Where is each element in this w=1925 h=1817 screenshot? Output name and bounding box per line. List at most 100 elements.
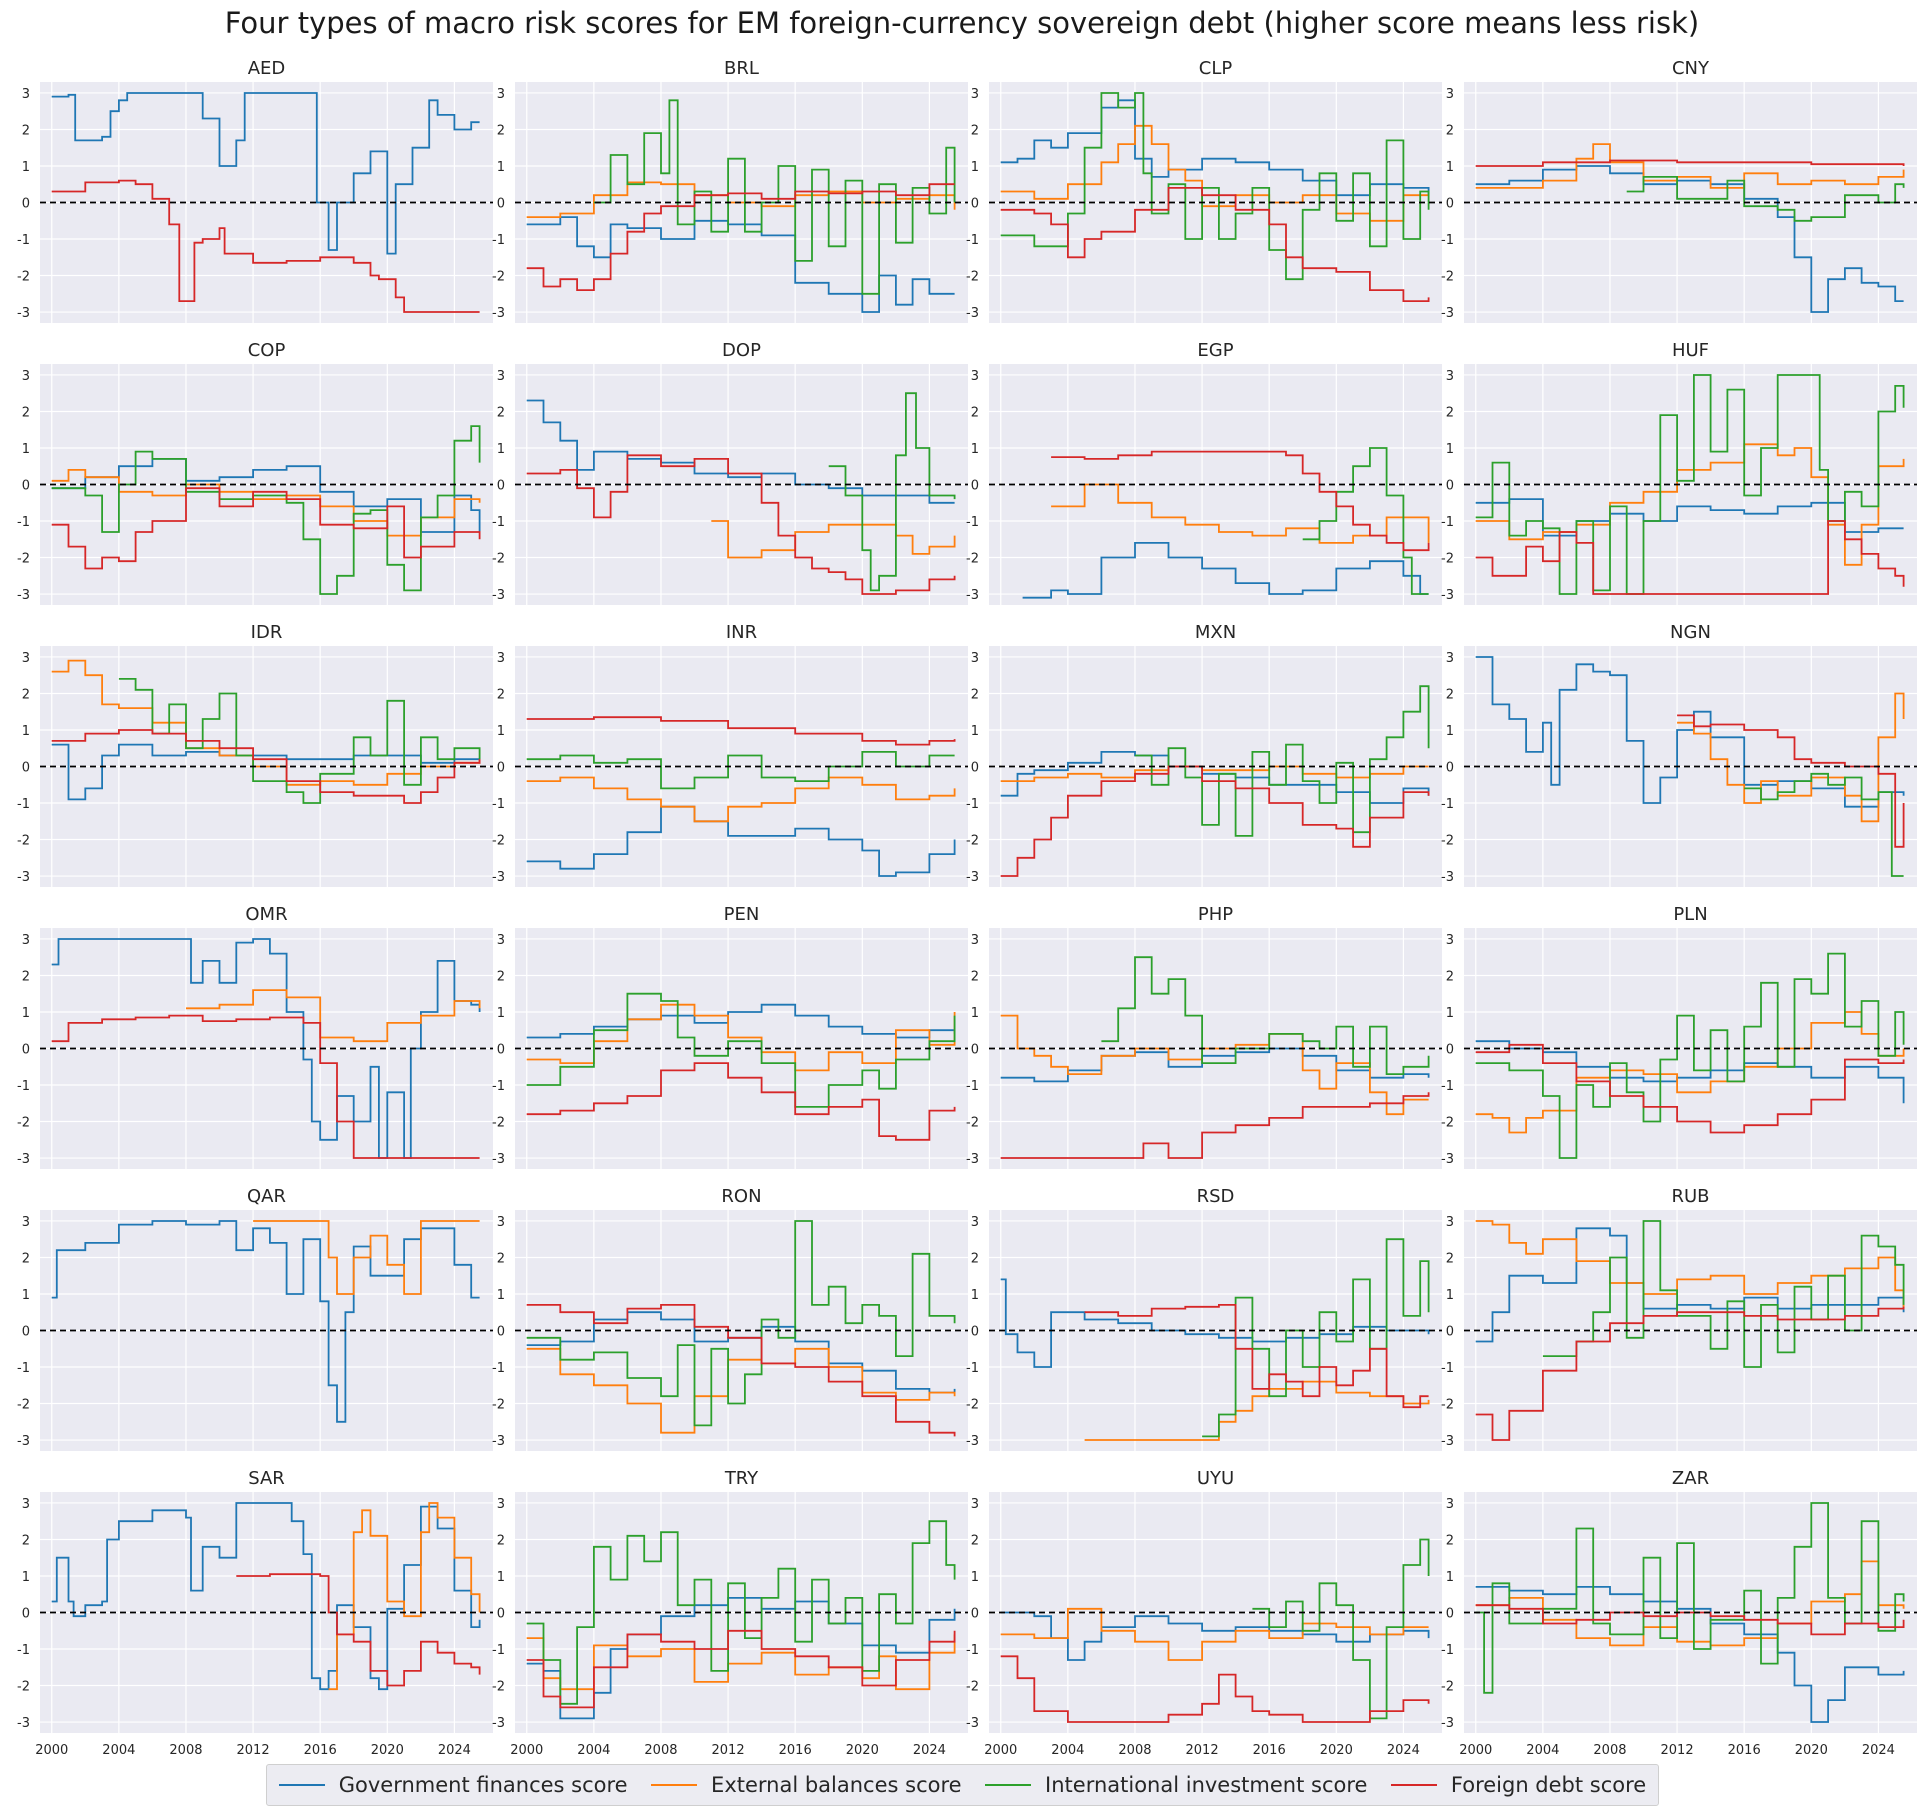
series-group (1000, 956, 1430, 1159)
series-group (1475, 1502, 1905, 1723)
panel-uyu: UYU -3 -2 -1 0 1 2 3 2000 2004 2008 2012 2016 2020 202… (966, 1468, 1442, 1758)
y-tick-label: 1 (497, 724, 505, 739)
legend-label: Government finances score (338, 1773, 628, 1797)
x-tick-label: 2004 (1526, 1743, 1559, 1758)
y-tick-label: 0 (22, 197, 30, 212)
y-tick-label: 2 (1446, 687, 1454, 702)
y-tick-label: 0 (497, 1607, 505, 1622)
y-tick-label: 2 (971, 969, 979, 984)
series-line-inv (1252, 1538, 1430, 1720)
y-tick-label: -3 (17, 1716, 30, 1731)
series-line-fdb (526, 1629, 956, 1709)
series-line-inv (1302, 447, 1429, 595)
y-tick-label: 3 (971, 1497, 979, 1512)
y-tick-label: -2 (492, 270, 505, 285)
panel-ngn: NGN -3 -2 -1 0 1 2 3 (1441, 622, 1917, 887)
y-tick-label: -3 (492, 306, 505, 321)
y-tick-label: 0 (497, 1043, 505, 1058)
y-tick-label: -1 (492, 515, 505, 530)
y-tick-label: -2 (1441, 1116, 1454, 1131)
series-line-fdb (1475, 1043, 1905, 1134)
legend-label: External balances score (711, 1773, 962, 1797)
y-tick-label: 2 (497, 405, 505, 420)
series-line-inv (1475, 374, 1905, 595)
series-group (51, 92, 480, 313)
series-group (51, 659, 481, 804)
panel-title: COP (248, 340, 286, 361)
y-tick-label: 3 (971, 369, 979, 384)
y-tick-label: 3 (1446, 1215, 1454, 1230)
series-line-ext (526, 1003, 956, 1072)
y-tick-label: 1 (1446, 1570, 1454, 1585)
series-line-fdb (1677, 714, 1905, 848)
y-tick-label: -1 (492, 797, 505, 812)
x-tick-label: 2016 (1728, 1743, 1761, 1758)
y-tick-label: -2 (492, 1680, 505, 1695)
series-line-inv (526, 992, 956, 1108)
y-tick-label: 3 (971, 87, 979, 102)
y-tick-label: -3 (492, 1434, 505, 1449)
y-tick-label: -2 (492, 552, 505, 567)
y-tick-label: -2 (966, 1116, 979, 1131)
panel-title: PEN (724, 904, 760, 925)
panel-huf: HUF -3 -2 -1 0 1 2 3 (1441, 340, 1917, 605)
y-tick-label: -1 (492, 1643, 505, 1658)
x-tick-label: 2024 (1387, 1743, 1420, 1758)
y-tick-label: 3 (22, 87, 30, 102)
y-tick-label: 2 (971, 1251, 979, 1266)
panel-omr: OMR -3 -2 -1 0 1 2 3 (17, 904, 493, 1169)
series-group (1475, 143, 1905, 313)
y-tick-label: 1 (971, 1288, 979, 1303)
series-line-inv (526, 1220, 956, 1427)
panel-title: MXN (1195, 622, 1236, 643)
series-line-gov (526, 805, 956, 877)
y-tick-label: 0 (971, 197, 979, 212)
y-tick-label: -2 (966, 1398, 979, 1413)
series-line-inv (1542, 1220, 1905, 1368)
y-tick-label: 1 (971, 442, 979, 457)
series-group (1475, 374, 1905, 595)
y-tick-label: -1 (966, 515, 979, 530)
y-tick-label: 2 (497, 123, 505, 138)
legend-item-ext: External balances score (651, 1773, 962, 1797)
panel-qar: QAR -3 -2 -1 0 1 2 3 (17, 1186, 493, 1451)
y-tick-label: 1 (497, 1570, 505, 1585)
y-tick-label: -1 (966, 1079, 979, 1094)
panel-title: INR (726, 622, 757, 643)
y-tick-label: 0 (1446, 761, 1454, 776)
y-tick-label: -2 (492, 834, 505, 849)
panel-pen: PEN -3 -2 -1 0 1 2 3 (492, 904, 968, 1169)
y-tick-label: -2 (966, 270, 979, 285)
y-tick-label: -3 (492, 588, 505, 603)
y-tick-label: 1 (971, 160, 979, 175)
series-line-gov (1000, 99, 1430, 197)
series-group (1022, 447, 1430, 599)
y-tick-label: -2 (1441, 1680, 1454, 1695)
y-tick-label: -1 (17, 1361, 30, 1376)
panel-title: NGN (1670, 622, 1711, 643)
y-tick-label: 0 (497, 197, 505, 212)
legend: Government finances score External balanc… (266, 1764, 1659, 1806)
y-tick-label: 3 (497, 1497, 505, 1512)
y-tick-label: 1 (22, 1288, 30, 1303)
series-line-fdb (1475, 520, 1905, 595)
series-group (51, 1502, 481, 1691)
x-tick-label: 2012 (1661, 1743, 1694, 1758)
series-line-ext (1000, 1014, 1429, 1116)
y-tick-label: 3 (1446, 1497, 1454, 1512)
y-tick-label: 1 (497, 1288, 505, 1303)
series-line-fdb (51, 179, 480, 313)
series-line-fdb (236, 1573, 481, 1687)
y-tick-label: -2 (17, 834, 30, 849)
y-tick-label: 2 (1446, 1533, 1454, 1548)
series-line-gov (526, 399, 955, 504)
y-tick-label: -3 (1441, 1152, 1454, 1167)
y-tick-label: 3 (497, 933, 505, 948)
y-tick-label: 3 (497, 1215, 505, 1230)
y-tick-label: -3 (492, 870, 505, 885)
series-line-ext (328, 1502, 481, 1691)
panel-cny: CNY -3 -2 -1 0 1 2 3 (1441, 58, 1917, 323)
y-tick-label: 1 (497, 160, 505, 175)
y-tick-label: 1 (22, 442, 30, 457)
y-tick-label: 2 (22, 687, 30, 702)
